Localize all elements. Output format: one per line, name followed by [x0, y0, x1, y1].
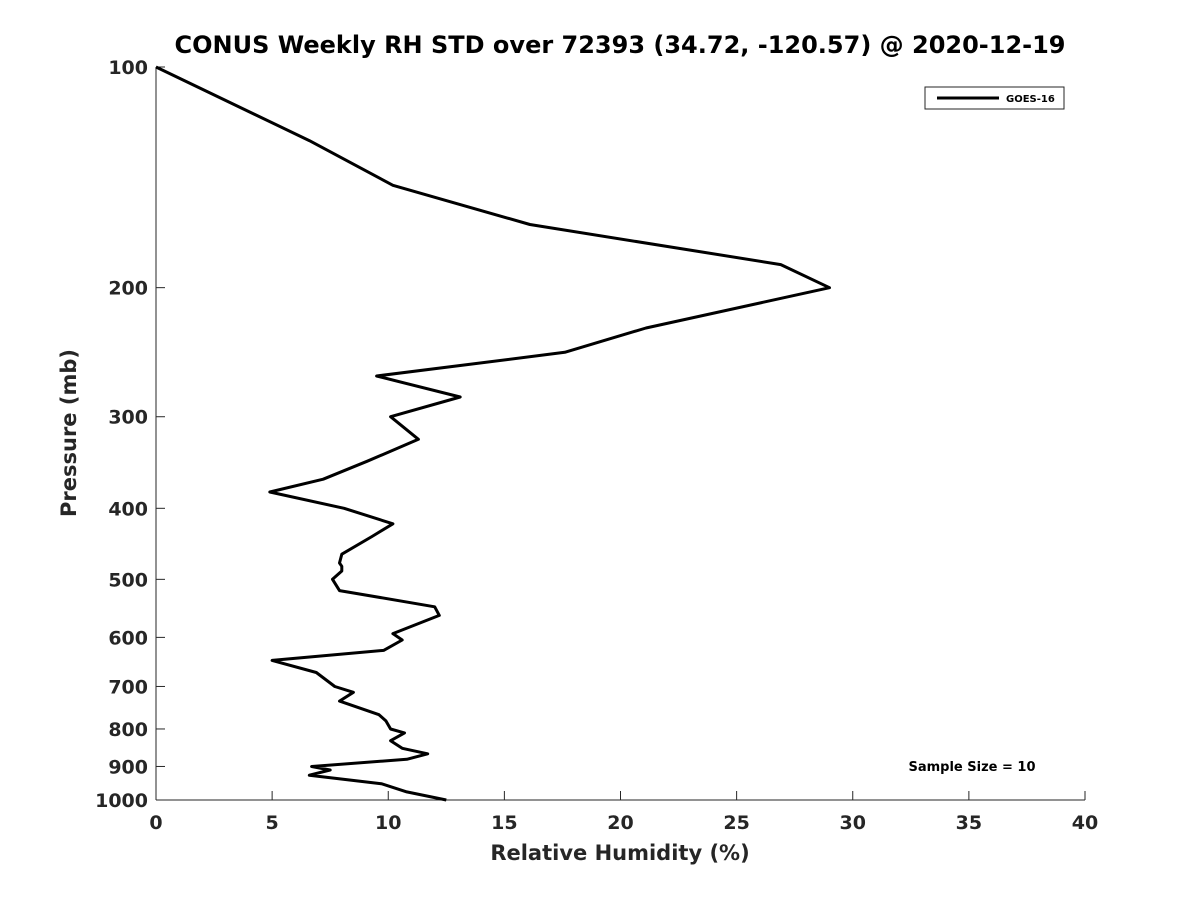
x-tick-label: 20: [607, 812, 633, 834]
x-axis-label: Relative Humidity (%): [490, 841, 749, 865]
legend-label-goes-16: GOES-16: [1006, 94, 1055, 105]
x-tick-label: 10: [375, 812, 401, 834]
y-tick-label: 900: [108, 756, 148, 778]
chart-title: CONUS Weekly RH STD over 72393 (34.72, -…: [174, 31, 1065, 59]
y-tick-label: 400: [108, 498, 148, 520]
y-tick-label: 1000: [95, 790, 148, 812]
y-tick-label: 300: [108, 407, 148, 429]
y-axis-label: Pressure (mb): [57, 349, 81, 517]
x-tick-label: 30: [840, 812, 866, 834]
sample-size-annotation: Sample Size = 10: [908, 760, 1035, 775]
series-lines: [155, 65, 831, 802]
series-line-goes-16: [155, 65, 831, 802]
x-tick-label: 5: [266, 812, 279, 834]
legend: GOES-16: [924, 86, 1065, 110]
y-tick-label: 800: [108, 719, 148, 741]
y-tick-label: 500: [108, 569, 148, 591]
ticks: 0 5 10 15 20 25 30 35 40 100 200 300 400 500 600 700 800…: [95, 57, 1098, 834]
y-tick-label: 100: [108, 57, 148, 79]
x-tick-label: 35: [956, 812, 982, 834]
x-tick-label: 25: [723, 812, 749, 834]
y-tick-label: 600: [108, 627, 148, 649]
x-tick-label: 0: [149, 812, 162, 834]
x-tick-label: 15: [491, 812, 517, 834]
y-tick-label: 200: [108, 278, 148, 300]
x-tick-label: 40: [1072, 812, 1098, 834]
y-tick-label: 700: [108, 676, 148, 698]
